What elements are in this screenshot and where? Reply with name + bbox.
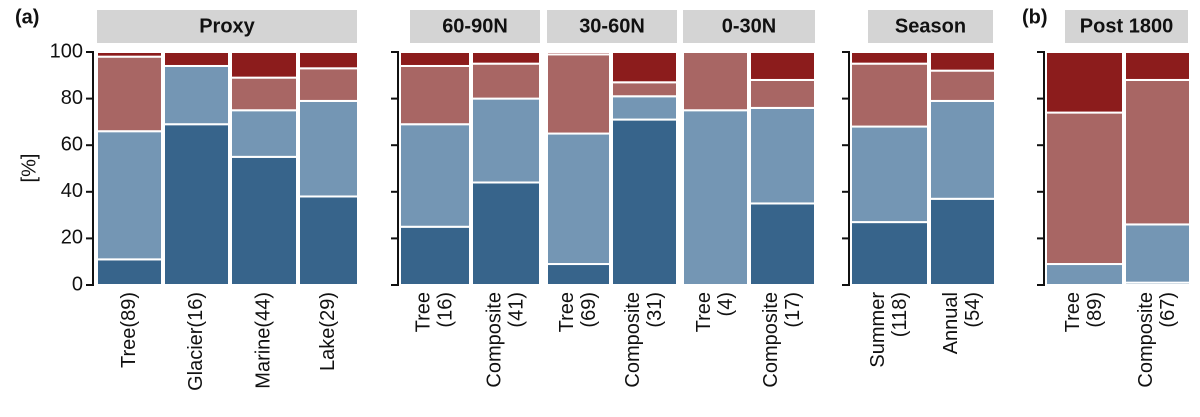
bar-segment (611, 51, 678, 84)
bar-segment (230, 76, 298, 112)
panel-header (410, 10, 540, 43)
y-tick-label: 40 (61, 180, 83, 202)
x-tick-label: (4) (715, 292, 737, 316)
bar-segment (546, 53, 611, 135)
bar-segment (611, 95, 678, 121)
x-tick-label: (67) (1157, 292, 1179, 328)
bar-segment (850, 62, 929, 128)
y-axis-label: [%] (18, 154, 40, 183)
bar-segment (682, 109, 749, 286)
bar-segment (1124, 78, 1191, 226)
bar-segment (96, 51, 163, 58)
x-tick-label: (69) (578, 292, 600, 328)
panel-title: 30-60N (579, 15, 645, 37)
bar-segment (298, 195, 359, 287)
bar-segment (230, 155, 298, 286)
bar-segment (611, 118, 678, 286)
bar-segment (749, 51, 816, 81)
bar-segment (298, 51, 359, 70)
x-tick-label: (31) (644, 292, 666, 328)
x-tick-label: (54) (962, 292, 984, 328)
bar-segment (399, 64, 471, 126)
x-tick-label: Composite (760, 292, 782, 388)
panel-label: (a) (15, 6, 39, 28)
panel-label: (b) (1022, 6, 1048, 28)
bar-segment (399, 225, 471, 286)
panel-header (547, 10, 677, 43)
y-tick-label: 60 (61, 133, 83, 155)
bar-segment (546, 51, 611, 56)
x-tick-label: Annual (940, 292, 962, 354)
bar-segment (1124, 223, 1191, 284)
panel-header (683, 10, 815, 43)
panel-header (1065, 10, 1188, 43)
bar-segment (1124, 51, 1191, 81)
x-tick-label: Summer (867, 292, 889, 368)
bar-segment (399, 51, 471, 67)
bar-segment (163, 123, 230, 287)
x-tick-label: Tree (693, 292, 715, 332)
y-tick-label: 20 (61, 227, 83, 249)
bar-segment (546, 132, 611, 266)
panel-title: Proxy (199, 15, 255, 37)
x-tick-label: (17) (782, 292, 804, 328)
bar-segment (471, 181, 541, 286)
bar-segment (850, 125, 929, 224)
bar-segment (1045, 111, 1124, 266)
y-tick-label: 80 (61, 87, 83, 109)
y-tick-label: 100 (50, 40, 83, 62)
bar-segment (749, 106, 816, 205)
bar-segment (471, 51, 541, 65)
panel-title: Post 1800 (1080, 15, 1173, 37)
panel-header (868, 10, 993, 43)
bar-segment (546, 263, 611, 286)
bar-segment (96, 55, 163, 133)
x-tick-label: Tree(89) (118, 292, 140, 368)
x-tick-label: Composite (483, 292, 505, 388)
bar-segment (163, 64, 230, 126)
panel-header (97, 10, 357, 43)
bar-segment (1045, 51, 1124, 114)
bar-segment (929, 99, 996, 200)
panel-title: Season (895, 15, 966, 37)
y-tick-label: 0 (72, 273, 83, 295)
bar-segment (298, 99, 359, 198)
x-tick-label: Marine(44) (252, 292, 274, 389)
bar-segment (230, 109, 298, 158)
bar-segment (471, 97, 541, 184)
bar-segment (399, 123, 471, 228)
bar-segment (230, 51, 298, 79)
bar-segment (682, 51, 749, 112)
x-tick-label: (41) (505, 292, 527, 328)
bar-segment (1045, 263, 1124, 286)
panel-title: 60-90N (442, 15, 508, 37)
bar-segment (929, 197, 996, 286)
x-tick-label: Composite (622, 292, 644, 388)
x-tick-label: Glacier(16) (185, 292, 207, 391)
bar-segment (611, 81, 678, 98)
bar-segment (929, 69, 996, 102)
x-tick-label: Tree (412, 292, 434, 332)
bar-segment (850, 51, 929, 65)
x-tick-label: (16) (434, 292, 456, 328)
bar-segment (96, 130, 163, 261)
x-tick-label: Tree (1062, 292, 1084, 332)
x-tick-label: (118) (889, 292, 911, 337)
x-tick-label: Composite (1135, 292, 1157, 388)
bar-segment (163, 51, 230, 67)
x-tick-label: Tree (556, 292, 578, 332)
x-tick-label: Lake(29) (317, 292, 339, 371)
panel-title: 0-30N (722, 15, 776, 37)
bar-segment (471, 62, 541, 100)
x-tick-label: (89) (1084, 292, 1106, 328)
bar-segment (749, 78, 816, 109)
bar-segment (96, 258, 163, 286)
bar-segment (298, 67, 359, 102)
bar-segment (749, 202, 816, 286)
bar-segment (929, 51, 996, 72)
bar-segment (850, 221, 929, 286)
